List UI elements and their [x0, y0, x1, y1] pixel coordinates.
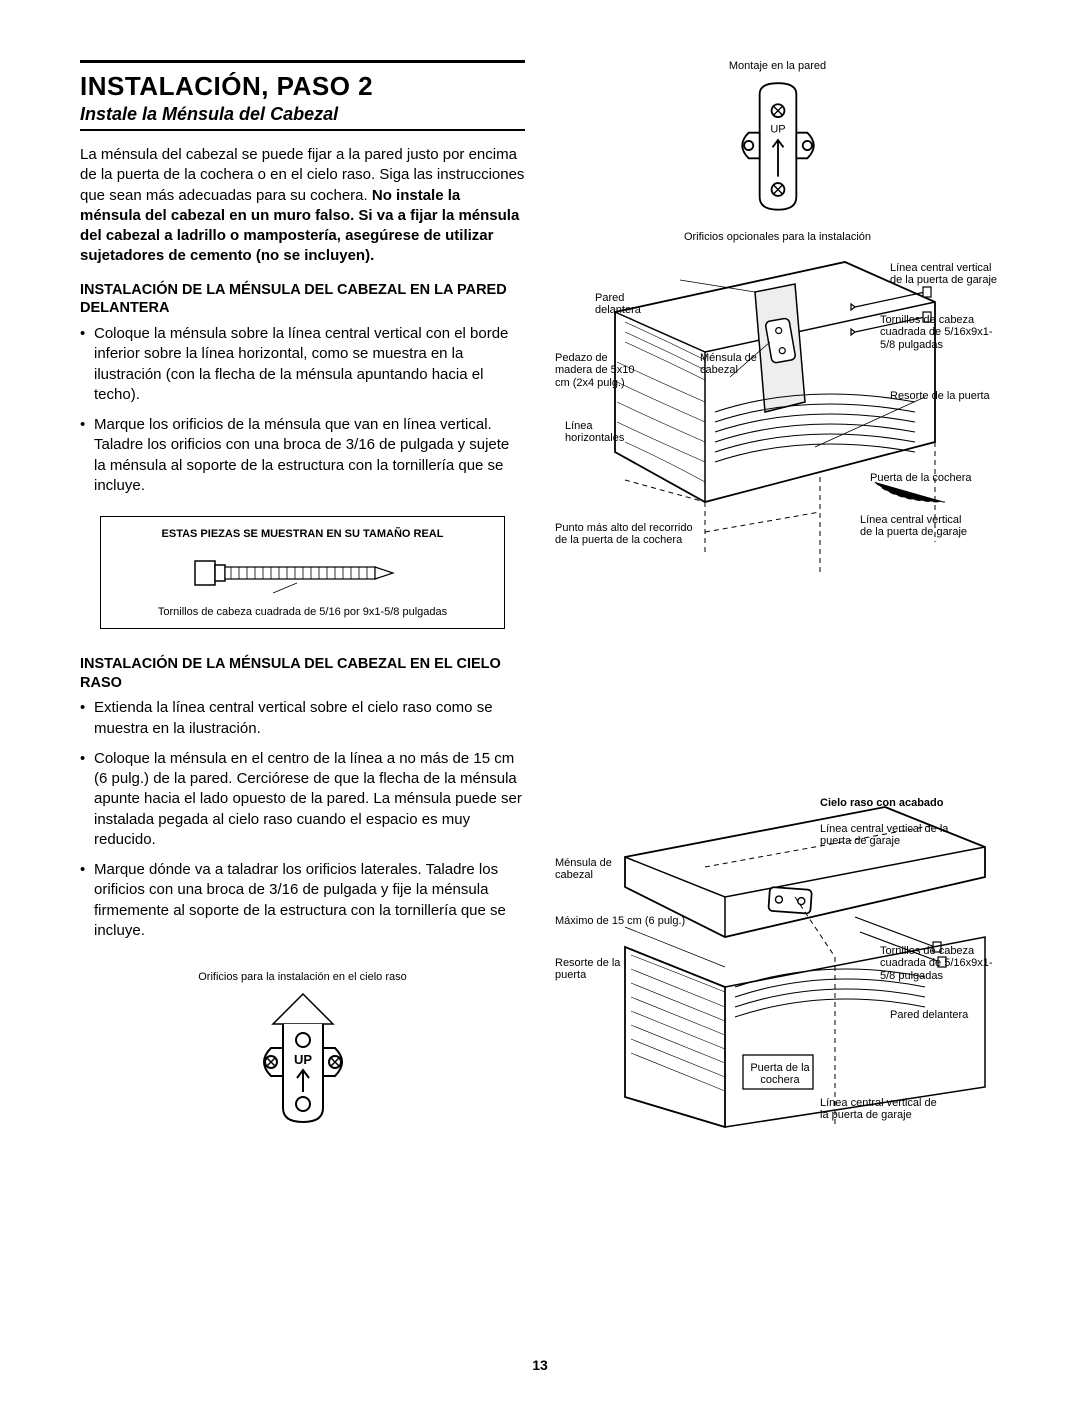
hardware-box: ESTAS PIEZAS SE MUESTRAN EN SU TAMAÑO RE… — [100, 516, 505, 628]
wall-bracket-sub: Orificios opcionales para la instalación — [555, 231, 1000, 244]
lag-screw-icon — [193, 551, 413, 595]
section-b-heading: INSTALACIÓN DE LA MÉNSULA DEL CABEZAL EN… — [80, 655, 525, 693]
label: Línea central vertical de la puerta de g… — [890, 262, 1000, 287]
list-item: Coloque la ménsula en el centro de la lí… — [80, 749, 525, 850]
label: Línea central vertical de la puerta de g… — [860, 514, 970, 539]
label: Línea central vertical de la puerta de g… — [820, 1097, 940, 1122]
hardware-caption: Tornillos de cabeza cuadrada de 5/16 por… — [115, 606, 490, 619]
list-item: Coloque la ménsula sobre la línea centra… — [80, 324, 525, 405]
label: Puerta de la cochera — [745, 1062, 815, 1087]
label: Pared delantera — [890, 1009, 1000, 1022]
section-a-list: Coloque la ménsula sobre la línea centra… — [80, 324, 525, 496]
section-a-heading: INSTALACIÓN DE LA MÉNSULA DEL CABEZAL EN… — [80, 281, 525, 319]
label: Puerta de la cochera — [870, 472, 1000, 485]
svg-text:UP: UP — [293, 1052, 311, 1067]
label: Línea horizontales — [565, 420, 645, 445]
wall-install-diagram: Línea central vertical de la puerta de g… — [555, 252, 1000, 587]
label: Ménsula de cabezal — [700, 352, 770, 377]
wall-bracket-figure: Montaje en la pared UP Orificios opciona… — [555, 60, 1000, 244]
list-item: Marque dónde va a taladrar los orificios… — [80, 860, 525, 941]
list-item: Marque los orificios de la ménsula que v… — [80, 415, 525, 496]
label: Ménsula de cabezal — [555, 857, 635, 882]
bracket-wall-icon: UP — [723, 76, 833, 226]
svg-text:UP: UP — [770, 124, 785, 136]
section-b-list: Extienda la línea central vertical sobre… — [80, 698, 525, 941]
label: Resorte de la puerta — [555, 957, 635, 982]
label: Pared delantera — [595, 292, 665, 317]
hardware-title: ESTAS PIEZAS SE MUESTRAN EN SU TAMAÑO RE… — [115, 527, 490, 541]
main-title: INSTALACIÓN, PASO 2 — [80, 71, 525, 102]
label: Pedazo de madera de 5x10 cm (2x4 pulg.) — [555, 352, 635, 390]
subtitle: Instale la Ménsula del Cabezal — [80, 104, 525, 125]
label: Máximo de 15 cm (6 pulg.) — [555, 915, 705, 928]
intro-paragraph: La ménsula del cabezal se puede fijar a … — [80, 145, 525, 267]
label: Tornillos de cabeza cuadrada de 5/16x9x1… — [880, 945, 1000, 983]
ceiling-install-diagram: Cielo raso con acabado Línea central ver… — [555, 797, 1000, 1142]
wall-bracket-caption: Montaje en la pared — [555, 60, 1000, 72]
rule-bottom — [80, 129, 525, 131]
left-column: INSTALACIÓN, PASO 2 Instale la Ménsula d… — [80, 60, 525, 1182]
right-column: Montaje en la pared UP Orificios opciona… — [555, 60, 1000, 1182]
label: Resorte de la puerta — [890, 390, 1000, 403]
ceiling-bracket-figure: Orificios para la instalación en el ciel… — [80, 971, 525, 1143]
label: Punto más alto del recorrido de la puert… — [555, 522, 695, 547]
label: Cielo raso con acabado — [820, 797, 970, 810]
list-item: Extienda la línea central vertical sobre… — [80, 698, 525, 739]
rule-top — [80, 60, 525, 63]
page-number: 13 — [0, 1357, 1080, 1373]
bracket-ceiling-icon: UP — [243, 988, 363, 1138]
ceiling-bracket-caption: Orificios para la instalación en el ciel… — [80, 971, 525, 984]
label: Línea central vertical de la puerta de g… — [820, 823, 980, 848]
label: Tornillos de cabeza cuadrada de 5/16x9x1… — [880, 314, 1000, 352]
